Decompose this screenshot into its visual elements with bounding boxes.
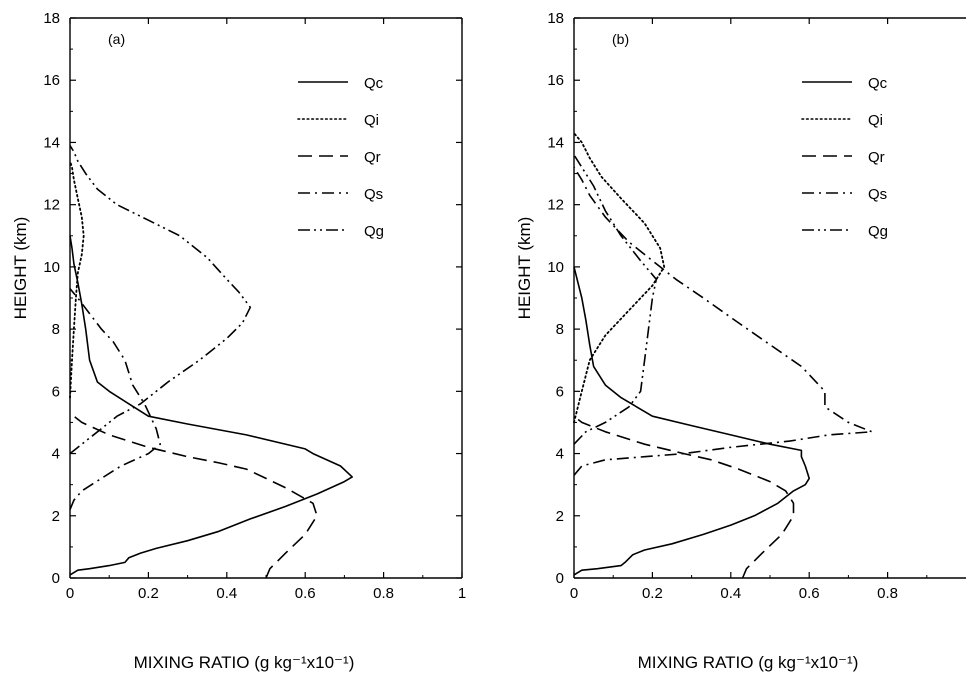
y-tick-label: 10: [43, 259, 60, 276]
series-line-qr: [573, 415, 795, 579]
legend: Qc Qi Qr Qs Qg: [801, 75, 888, 240]
legend-label-qc: Qc: [364, 75, 384, 92]
y-axis-label: HEIGHT (km): [515, 217, 534, 320]
y-tick-label: 14: [547, 134, 564, 151]
legend-label-qg: Qg: [868, 223, 888, 240]
y-tick-label: 4: [556, 446, 564, 463]
y-tick-label: 12: [43, 197, 60, 214]
legend-label-qr: Qr: [868, 149, 885, 166]
y-tick-label: 18: [547, 10, 564, 27]
panel-label: (a): [108, 31, 125, 47]
y-tick-label: 0: [556, 570, 564, 587]
series-line-qg: [573, 154, 658, 445]
y-axis-label: HEIGHT (km): [11, 217, 30, 320]
y-tick-label: 8: [52, 321, 60, 338]
chart-panel-b: 0 2 4 6 8 10 12 14 16 18 0 0.2 0.4 0.6 0.8 MIXING RATIO…: [515, 10, 966, 672]
y-tick-label: 6: [52, 383, 60, 400]
x-tick-label: 0: [66, 585, 74, 602]
x-tick-label: 0.6: [295, 585, 316, 602]
y-tick-label: 2: [556, 508, 564, 525]
y-tick-label: 2: [52, 508, 60, 525]
series-line-qi: [573, 132, 666, 424]
series-line-qs: [69, 288, 161, 510]
x-tick-label: 0.4: [720, 585, 741, 602]
series-line-qi: [69, 160, 85, 399]
chart-panel-a: 0 2 4 6 8 10 12 14 16 18 0 0.2 0.4 0.6 0.8 1 MIXING RATI…: [11, 10, 466, 672]
x-axis-label: MIXING RATIO (g kg⁻¹x10⁻¹): [638, 653, 859, 672]
series-line-qs: [573, 166, 873, 476]
y-tick-label: 16: [43, 72, 60, 89]
x-tick-label: 0.6: [799, 585, 820, 602]
panel-label: (b): [612, 31, 629, 47]
legend: Qc Qi Qr Qs Qg: [297, 75, 384, 240]
y-tick-label: 4: [52, 446, 60, 463]
legend-label-qg: Qg: [364, 223, 384, 240]
x-tick-label: 0.8: [877, 585, 898, 602]
x-tick-label: 0.4: [216, 585, 237, 602]
legend-label-qr: Qr: [364, 149, 381, 166]
x-tick-label: 0: [570, 585, 578, 602]
series-line-qg: [69, 145, 252, 455]
y-tick-label: 8: [556, 321, 564, 338]
series-line-qc: [69, 235, 353, 576]
x-tick-label: 1: [458, 585, 466, 602]
y-tick-label: 0: [52, 570, 60, 587]
legend-label-qs: Qs: [868, 186, 887, 203]
y-tick-label: 18: [43, 10, 60, 27]
y-tick-label: 14: [43, 134, 60, 151]
series-line-qr: [69, 412, 318, 579]
x-tick-label: 0.2: [642, 585, 663, 602]
x-axis-label: MIXING RATIO (g kg⁻¹x10⁻¹): [134, 653, 355, 672]
series-line-qc: [573, 266, 810, 576]
y-tick-label: 16: [547, 72, 564, 89]
legend-label-qi: Qi: [868, 112, 883, 129]
x-tick-label: 0.2: [138, 585, 159, 602]
y-tick-label: 12: [547, 197, 564, 214]
legend-label-qi: Qi: [364, 112, 379, 129]
legend-label-qc: Qc: [868, 75, 888, 92]
legend-label-qs: Qs: [364, 186, 383, 203]
x-tick-label: 0.8: [373, 585, 394, 602]
y-tick-label: 6: [556, 383, 564, 400]
y-tick-label: 10: [547, 259, 564, 276]
